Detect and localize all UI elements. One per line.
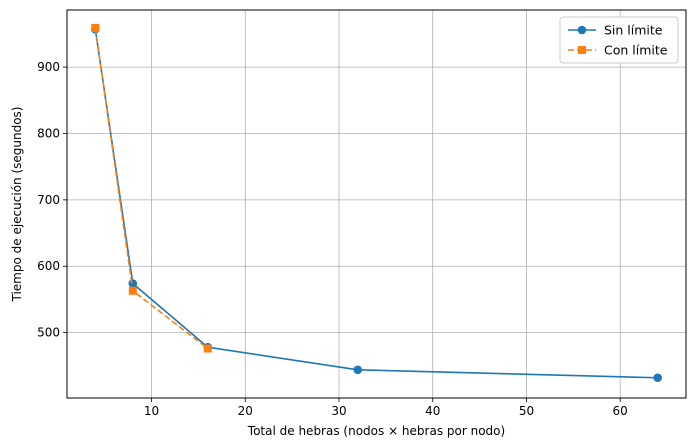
y-tick-label: 900	[37, 60, 60, 74]
data-point	[353, 365, 363, 375]
y-tick-label: 800	[37, 126, 60, 140]
y-axis-title: Tiempo de ejecución (segundos)	[10, 107, 24, 303]
grid-lines	[67, 10, 686, 398]
x-tick-label: 10	[144, 404, 159, 418]
x-axis-title: Total de hebras (nodos × hebras por nodo…	[247, 424, 505, 438]
x-tick-label: 40	[425, 404, 440, 418]
x-tick-label: 60	[613, 404, 628, 418]
legend-box	[559, 16, 679, 64]
legend-item: Con límite	[568, 43, 668, 58]
data-point	[91, 23, 100, 32]
legend-item: Sin límite	[568, 23, 663, 38]
legend: Sin límite Con límite	[559, 16, 679, 64]
x-tick-label: 20	[238, 404, 253, 418]
x-tick-label: 30	[331, 404, 346, 418]
legend-label: Con límite	[604, 43, 668, 58]
y-tick-label: 500	[37, 326, 60, 340]
legend-marker	[578, 46, 586, 54]
x-tick-label: 50	[519, 404, 534, 418]
series-2	[91, 23, 212, 353]
series-layer	[91, 23, 662, 383]
legend-marker	[577, 25, 587, 35]
y-tick-label: 600	[37, 259, 60, 273]
plot-area-frame	[66, 9, 687, 399]
data-point	[128, 286, 137, 295]
axis-ticks: 10 20 30 40 50 60 500 600 700 800 900	[37, 60, 628, 418]
y-tick-label: 700	[37, 193, 60, 207]
legend-label: Sin límite	[604, 23, 663, 38]
data-point	[653, 373, 662, 383]
data-point	[203, 344, 212, 353]
